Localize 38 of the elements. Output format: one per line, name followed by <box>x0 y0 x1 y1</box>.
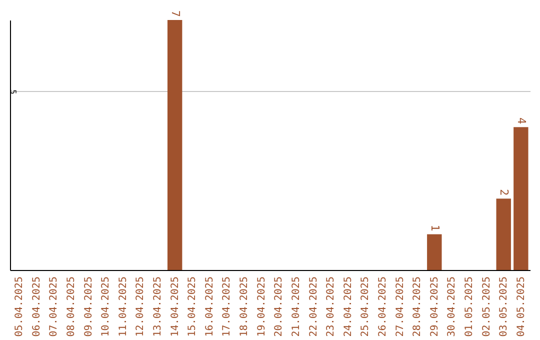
x-tick-label: 27.04.2025 <box>394 276 406 337</box>
x-tick-label: 28.04.2025 <box>412 276 424 337</box>
x-tick-label: 24.04.2025 <box>342 276 354 337</box>
x-tick-label: 10.04.2025 <box>100 276 112 337</box>
x-tick-label: 25.04.2025 <box>360 276 372 337</box>
x-tick-label: 23.04.2025 <box>326 276 337 337</box>
x-tick-label: 01.05.2025 <box>464 276 475 337</box>
x-tick-label: 19.04.2025 <box>256 276 268 337</box>
data-label: 1 <box>428 224 442 232</box>
x-tick-label: 14.04.2025 <box>170 276 181 337</box>
bar <box>167 20 182 270</box>
x-tick-label: 08.04.2025 <box>66 276 77 337</box>
x-tick-label: 16.04.2025 <box>204 276 216 337</box>
data-label: 4 <box>514 118 528 125</box>
data-label: 2 <box>498 188 511 196</box>
bar <box>496 198 511 270</box>
bar <box>427 234 442 270</box>
x-tick-label: 18.04.2025 <box>239 276 250 337</box>
x-tick-label: 17.04.2025 <box>222 276 233 337</box>
x-tick-label: 26.04.2025 <box>377 276 388 337</box>
x-tick-label: 07.04.2025 <box>48 276 60 337</box>
x-tick-label: 22.04.2025 <box>308 276 320 337</box>
x-tick-label: 03.05.2025 <box>498 276 510 337</box>
data-label: 7 <box>168 10 182 17</box>
bar <box>514 127 528 270</box>
x-tick-label: 06.04.2025 <box>31 276 42 337</box>
x-tick-label: 29.04.2025 <box>429 276 440 337</box>
x-tick-label: 04.05.2025 <box>516 276 527 337</box>
x-tick-label: 05.04.2025 <box>14 276 26 337</box>
x-tick-label: 02.05.2025 <box>481 276 492 337</box>
x-tick-label: 15.04.2025 <box>187 276 198 337</box>
x-tick-label: 12.04.2025 <box>135 276 146 337</box>
x-tick-label: 30.04.2025 <box>446 276 458 337</box>
x-tick-label: 09.04.2025 <box>83 276 94 337</box>
x-tick-label: 11.04.2025 <box>118 276 129 337</box>
x-tick-label: 13.04.2025 <box>152 276 164 337</box>
x-tick-label: 20.04.2025 <box>274 276 285 337</box>
x-tick-label: 21.04.2025 <box>290 276 302 337</box>
